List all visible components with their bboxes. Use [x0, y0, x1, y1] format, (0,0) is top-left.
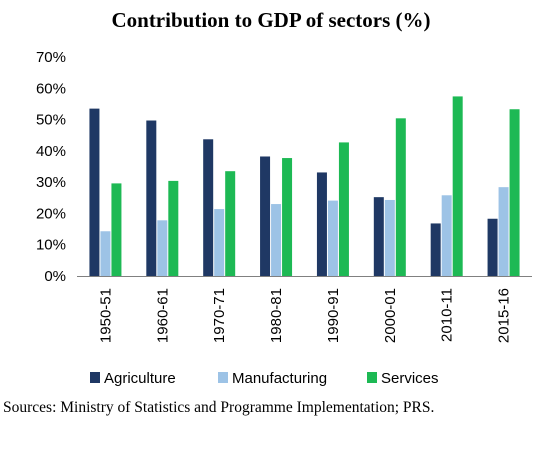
bar-manufacturing-2015-16	[498, 187, 509, 276]
bar-manufacturing-1980-81	[271, 204, 282, 276]
x-tick-label: 2015-16	[496, 288, 513, 343]
bar-services-2010-11	[452, 96, 463, 276]
x-tick-label: 2010-11	[439, 288, 456, 342]
x-tick-label: 1960-61	[154, 288, 171, 343]
bar-agriculture-2010-11	[430, 223, 441, 276]
chart-title: Contribution to GDP of sectors (%)	[111, 8, 430, 32]
y-tick-label: 70%	[36, 49, 66, 66]
y-tick-label: 20%	[36, 205, 66, 222]
legend: Agriculture Manufacturing Services	[90, 370, 439, 387]
bar-manufacturing-2000-01	[384, 199, 395, 276]
chart: Contribution to GDP of sectors (%) 0% 10%…	[36, 8, 532, 387]
x-tick-label: 1990-91	[325, 288, 342, 343]
bar-services-2015-16	[509, 109, 520, 276]
bar-manufacturing-1970-71	[214, 209, 225, 276]
legend-label-services: Services	[381, 370, 439, 387]
bar-manufacturing-1960-61	[157, 220, 168, 276]
x-axis-ticks: 1950-51 1960-61 1970-71 1980-81 1990-91 2000-…	[97, 288, 512, 343]
y-tick-label: 50%	[36, 112, 66, 129]
legend-label-agriculture: Agriculture	[104, 370, 176, 387]
legend-swatch-manufacturing	[218, 372, 228, 383]
bar-agriculture-1980-81	[260, 156, 271, 276]
bar-manufacturing-1990-91	[327, 200, 338, 276]
x-tick-label: 1970-71	[211, 288, 228, 343]
bar-agriculture-2000-01	[373, 197, 384, 276]
bar-services-1980-81	[282, 158, 293, 276]
y-tick-label: 40%	[36, 143, 66, 160]
legend-swatch-agriculture	[90, 372, 100, 383]
legend-label-manufacturing: Manufacturing	[232, 370, 327, 387]
bar-manufacturing-2010-11	[441, 195, 452, 276]
bar-agriculture-1970-71	[203, 139, 214, 276]
bar-services-1970-71	[225, 171, 236, 276]
x-tick-label: 2000-01	[382, 288, 399, 343]
bar-services-1960-61	[168, 180, 179, 276]
x-tick-label: 1950-51	[97, 288, 114, 343]
x-tick-label: 1980-81	[268, 288, 285, 343]
bar-manufacturing-1950-51	[100, 231, 111, 276]
bar-agriculture-1960-61	[146, 120, 157, 276]
bar-agriculture-1990-91	[316, 172, 327, 276]
bar-services-1950-51	[111, 183, 122, 276]
y-tick-label: 0%	[44, 268, 66, 285]
bar-services-2000-01	[395, 118, 406, 276]
bars	[89, 96, 520, 276]
bar-services-1990-91	[338, 142, 349, 276]
y-tick-label: 60%	[36, 80, 66, 97]
source-note: Sources: Ministry of Statistics and Prog…	[3, 399, 435, 416]
y-tick-label: 30%	[36, 174, 66, 191]
y-tick-label: 10%	[36, 237, 66, 254]
bar-agriculture-1950-51	[89, 108, 100, 276]
legend-swatch-services	[367, 372, 377, 383]
bar-agriculture-2015-16	[487, 218, 498, 276]
y-axis-ticks: 0% 10% 20% 30% 40% 50% 60% 70%	[36, 49, 66, 285]
